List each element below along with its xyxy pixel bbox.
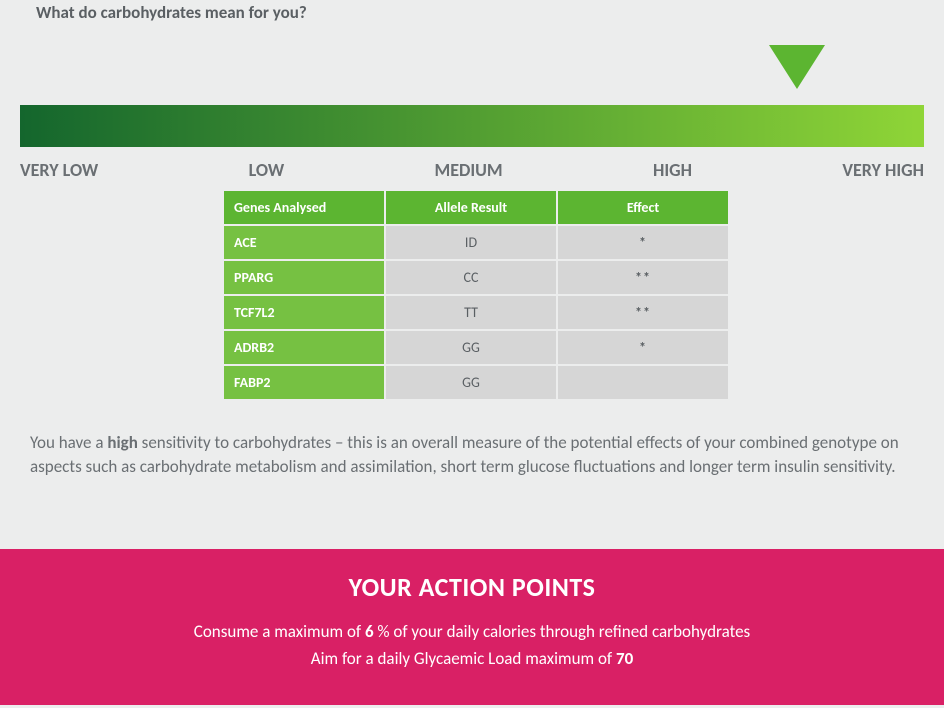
action-points-panel: YOUR ACTION POINTS Consume a maximum of … (0, 549, 944, 705)
scale-label-low: LOW (249, 159, 285, 181)
gene-name-cell: TCF7L2 (224, 296, 384, 329)
table-row: FABP2GG (224, 366, 728, 399)
table-row: ACEID* (224, 226, 728, 259)
action1-post: % of your daily calories through refined… (374, 621, 751, 642)
scale-labels: VERY LOW LOW MEDIUM HIGH VERY HIGH (20, 159, 924, 181)
effect-cell: * (558, 226, 728, 259)
allele-result-cell: ID (386, 226, 556, 259)
allele-result-cell: GG (386, 331, 556, 364)
scale-label-medium: MEDIUM (435, 159, 503, 181)
genes-table-body: ACEID*PPARGCC**TCF7L2TT**ADRB2GG*FABP2GG (224, 226, 728, 399)
action1-pre: Consume a maximum of (194, 621, 365, 642)
genes-table-head: Genes Analysed Allele Result Effect (224, 191, 728, 224)
action2-bold: 70 (616, 648, 633, 669)
table-header-row: Genes Analysed Allele Result Effect (224, 191, 728, 224)
allele-result-cell: CC (386, 261, 556, 294)
table-row: PPARGCC** (224, 261, 728, 294)
explanation-paragraph: You have a high sensitivity to carbohydr… (30, 431, 914, 479)
genes-table-wrap: Genes Analysed Allele Result Effect ACEI… (222, 189, 722, 401)
action1-bold: 6 (365, 621, 374, 642)
header-genes-analysed: Genes Analysed (224, 191, 384, 224)
effect-cell: * (558, 331, 728, 364)
action-point-1: Consume a maximum of 6 % of your daily c… (20, 621, 924, 642)
allele-result-cell: GG (386, 366, 556, 399)
explain-prefix: You have a (30, 432, 107, 453)
scale-label-very-high: VERY HIGH (842, 159, 924, 181)
action2-pre: Aim for a daily Glycaemic Load maximum o… (311, 648, 616, 669)
explain-emphasis: high (107, 432, 137, 453)
effect-cell: ** (558, 296, 728, 329)
report-page: What do carbohydrates mean for you? VERY… (0, 0, 944, 705)
allele-result-cell: TT (386, 296, 556, 329)
gene-name-cell: PPARG (224, 261, 384, 294)
scale-label-very-low: VERY LOW (20, 159, 98, 181)
scale-gradient-bar (20, 105, 924, 147)
indicator-row (20, 45, 924, 105)
action-points-title: YOUR ACTION POINTS (20, 571, 924, 603)
header-effect: Effect (558, 191, 728, 224)
gene-name-cell: ADRB2 (224, 331, 384, 364)
effect-cell (558, 366, 728, 399)
scale-label-high: HIGH (653, 159, 692, 181)
explain-suffix: sensitivity to carbohydrates – this is a… (30, 432, 899, 477)
effect-cell: ** (558, 261, 728, 294)
genes-table: Genes Analysed Allele Result Effect ACEI… (222, 189, 730, 401)
header-allele-result: Allele Result (386, 191, 556, 224)
indicator-triangle-icon (769, 45, 825, 89)
gene-name-cell: FABP2 (224, 366, 384, 399)
section-question: What do carbohydrates mean for you? (36, 2, 944, 23)
action-point-2: Aim for a daily Glycaemic Load maximum o… (20, 648, 924, 669)
gene-name-cell: ACE (224, 226, 384, 259)
table-row: TCF7L2TT** (224, 296, 728, 329)
table-row: ADRB2GG* (224, 331, 728, 364)
